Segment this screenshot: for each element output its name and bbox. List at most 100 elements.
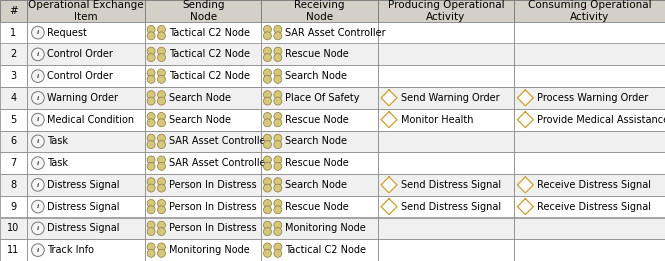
Ellipse shape xyxy=(32,200,44,213)
Ellipse shape xyxy=(158,69,166,77)
Ellipse shape xyxy=(147,47,155,55)
Bar xyxy=(378,109,514,130)
Text: Tactical C2 Node: Tactical C2 Node xyxy=(169,71,250,81)
Ellipse shape xyxy=(147,91,155,99)
Bar xyxy=(145,130,261,152)
Bar xyxy=(514,87,665,109)
Bar xyxy=(378,217,514,239)
Text: i: i xyxy=(37,139,39,144)
Ellipse shape xyxy=(147,178,155,186)
Ellipse shape xyxy=(263,206,271,214)
Ellipse shape xyxy=(274,112,282,120)
Text: i: i xyxy=(37,31,39,35)
Text: Rescue Node: Rescue Node xyxy=(285,115,349,124)
Bar xyxy=(145,239,261,261)
Ellipse shape xyxy=(263,69,271,77)
Bar xyxy=(261,196,378,217)
Ellipse shape xyxy=(158,156,166,164)
Text: Track Info: Track Info xyxy=(47,245,94,255)
Bar xyxy=(261,152,378,174)
Bar xyxy=(514,65,665,87)
Ellipse shape xyxy=(274,97,282,105)
Ellipse shape xyxy=(158,228,166,236)
Text: Monitor Health: Monitor Health xyxy=(401,115,473,124)
Ellipse shape xyxy=(147,54,155,62)
Bar xyxy=(378,130,514,152)
Bar xyxy=(378,152,514,174)
Bar xyxy=(0,130,27,152)
Ellipse shape xyxy=(263,141,271,149)
Ellipse shape xyxy=(158,32,166,40)
Bar xyxy=(145,196,261,217)
Bar xyxy=(0,217,27,239)
Ellipse shape xyxy=(263,221,271,229)
Bar xyxy=(378,87,514,109)
Text: Monitoring Node: Monitoring Node xyxy=(285,223,366,233)
Ellipse shape xyxy=(274,91,282,99)
Ellipse shape xyxy=(263,91,271,99)
Ellipse shape xyxy=(158,119,166,127)
Ellipse shape xyxy=(158,162,166,170)
Bar xyxy=(261,44,378,65)
Ellipse shape xyxy=(147,156,155,164)
Text: SAR Asset Controller: SAR Asset Controller xyxy=(169,137,269,146)
Bar xyxy=(514,0,665,22)
Ellipse shape xyxy=(263,47,271,55)
Ellipse shape xyxy=(158,97,166,105)
Polygon shape xyxy=(517,177,533,193)
Bar xyxy=(27,65,145,87)
Text: 4: 4 xyxy=(10,93,17,103)
Ellipse shape xyxy=(274,47,282,55)
Ellipse shape xyxy=(263,249,271,257)
Bar xyxy=(378,174,514,196)
Ellipse shape xyxy=(147,184,155,192)
Text: Distress Signal: Distress Signal xyxy=(47,180,120,190)
Ellipse shape xyxy=(274,249,282,257)
Bar xyxy=(0,109,27,130)
Bar xyxy=(145,152,261,174)
Ellipse shape xyxy=(274,69,282,77)
Text: i: i xyxy=(37,161,39,166)
Bar xyxy=(378,22,514,44)
Ellipse shape xyxy=(158,221,166,229)
Bar xyxy=(514,109,665,130)
Ellipse shape xyxy=(263,112,271,120)
Ellipse shape xyxy=(274,184,282,192)
Ellipse shape xyxy=(147,249,155,257)
Text: Distress Signal: Distress Signal xyxy=(47,223,120,233)
Text: Send Distress Signal: Send Distress Signal xyxy=(401,202,501,212)
Text: Request: Request xyxy=(47,28,87,38)
Ellipse shape xyxy=(158,184,166,192)
Ellipse shape xyxy=(147,221,155,229)
Bar xyxy=(514,174,665,196)
Ellipse shape xyxy=(147,97,155,105)
Text: i: i xyxy=(37,117,39,122)
Bar xyxy=(378,196,514,217)
Ellipse shape xyxy=(147,112,155,120)
Ellipse shape xyxy=(263,199,271,207)
Bar xyxy=(261,109,378,130)
Bar xyxy=(514,196,665,217)
Ellipse shape xyxy=(158,54,166,62)
Text: Tactical C2 Node: Tactical C2 Node xyxy=(169,28,250,38)
Bar xyxy=(0,22,27,44)
Ellipse shape xyxy=(32,222,44,235)
Ellipse shape xyxy=(274,119,282,127)
Text: Operational Exchange
Item: Operational Exchange Item xyxy=(28,0,144,22)
Bar xyxy=(145,22,261,44)
Text: i: i xyxy=(37,74,39,79)
Text: Search Node: Search Node xyxy=(285,71,347,81)
Text: Producing Operational
Activity: Producing Operational Activity xyxy=(388,0,504,22)
Bar xyxy=(261,22,378,44)
Text: Control Order: Control Order xyxy=(47,71,113,81)
Text: Warning Order: Warning Order xyxy=(47,93,118,103)
Ellipse shape xyxy=(158,141,166,149)
Bar xyxy=(27,87,145,109)
Ellipse shape xyxy=(274,141,282,149)
Ellipse shape xyxy=(263,184,271,192)
Text: Search Node: Search Node xyxy=(285,180,347,190)
Bar xyxy=(0,0,27,22)
Ellipse shape xyxy=(32,135,44,148)
Ellipse shape xyxy=(32,157,44,169)
Bar xyxy=(145,0,261,22)
